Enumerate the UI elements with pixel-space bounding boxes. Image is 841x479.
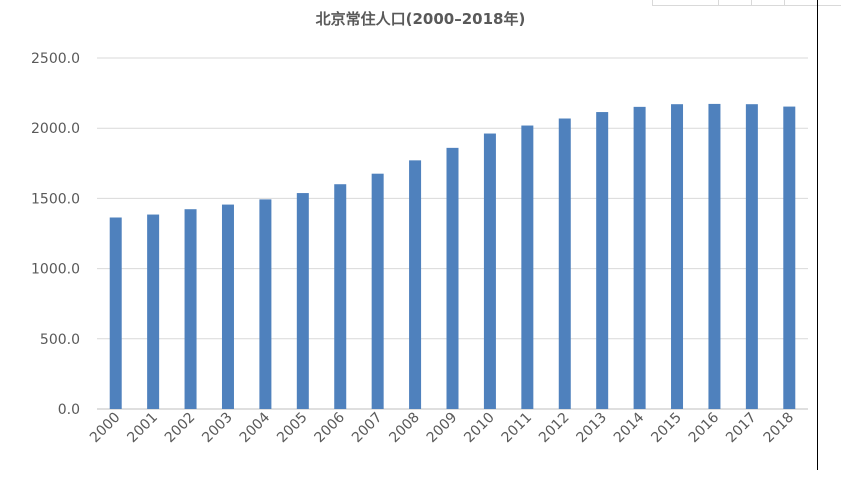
x-tick-label: 2010	[461, 410, 498, 447]
x-tick-label: 2012	[536, 410, 573, 447]
x-tick-label: 2003	[199, 410, 236, 447]
bar	[745, 104, 758, 410]
y-tick-label: 0.0	[58, 402, 80, 418]
y-tick-label: 2000.0	[31, 121, 80, 137]
bar	[259, 199, 272, 409]
x-tick-label: 2014	[611, 409, 648, 446]
bar	[521, 125, 534, 409]
bar	[221, 204, 234, 409]
x-tick-label: 2009	[424, 410, 461, 447]
x-tick-label: 2005	[274, 410, 311, 447]
bar	[596, 112, 609, 409]
x-tick-label: 2013	[573, 410, 610, 447]
x-tick-label: 2006	[312, 409, 349, 446]
x-tick-label: 2000	[87, 410, 124, 447]
x-tick-label: 2004	[237, 409, 274, 446]
bar	[109, 217, 122, 409]
x-tick-label: 2002	[162, 410, 199, 447]
x-tick-label: 2001	[124, 410, 161, 447]
bar	[147, 214, 160, 409]
bar	[708, 103, 721, 409]
bar	[409, 160, 422, 409]
y-tick-label: 2500.0	[31, 51, 80, 67]
frame-divider	[652, 0, 653, 6]
bar	[296, 193, 309, 409]
bar	[371, 173, 384, 409]
chart-frame-edge	[817, 0, 818, 470]
x-tick-label: 2015	[648, 410, 685, 447]
x-tick-label: 2017	[723, 410, 760, 447]
y-tick-label: 500.0	[40, 332, 80, 348]
bar	[334, 184, 347, 409]
bar	[783, 106, 796, 409]
bar	[446, 147, 459, 409]
frame-divider	[718, 0, 719, 6]
frame-divider	[784, 0, 785, 6]
bar	[558, 118, 571, 410]
bar	[184, 209, 197, 409]
x-tick-label: 2016	[686, 409, 723, 446]
x-tick-label: 2011	[499, 410, 536, 447]
y-tick-label: 1000.0	[31, 262, 80, 278]
y-tick-label: 1500.0	[31, 191, 80, 207]
x-tick-label: 2008	[386, 410, 423, 447]
x-tick-label: 2007	[349, 410, 386, 447]
bar	[633, 106, 646, 410]
x-tick-label: 2018	[761, 410, 798, 447]
bar	[671, 104, 684, 410]
chart-title: 北京常住人口(2000–2018年)	[315, 10, 526, 28]
bar	[483, 133, 496, 409]
frame-border-line	[652, 5, 841, 6]
frame-divider	[751, 0, 752, 6]
